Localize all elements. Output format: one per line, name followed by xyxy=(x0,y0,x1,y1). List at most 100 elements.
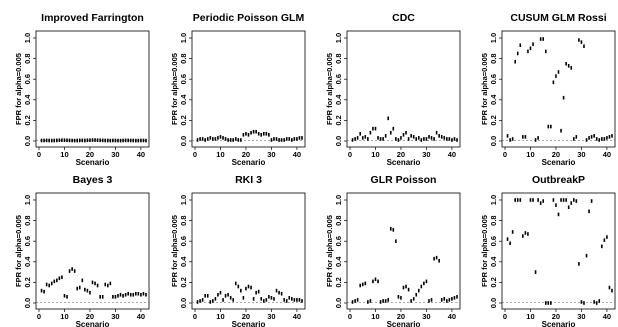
data-point xyxy=(374,277,377,282)
x-tick-label: 20 xyxy=(397,150,405,159)
data-point xyxy=(219,135,222,139)
data-point xyxy=(117,293,119,298)
plot-frame xyxy=(191,30,306,148)
data-point xyxy=(109,138,112,143)
data-point xyxy=(356,136,359,140)
panel-title: GLR Poisson xyxy=(371,174,437,186)
data-point xyxy=(555,203,557,207)
data-point xyxy=(382,299,384,303)
data-point xyxy=(291,138,293,142)
data-point xyxy=(291,297,293,301)
data-point xyxy=(392,228,395,232)
data-point xyxy=(603,238,606,242)
data-point xyxy=(552,198,555,202)
data-point xyxy=(537,198,539,202)
data-point xyxy=(544,301,547,305)
data-point xyxy=(514,59,516,64)
data-point xyxy=(114,295,117,299)
x-axis-label: Scenario xyxy=(76,320,110,327)
y-tick-label: 1.0 xyxy=(179,33,188,43)
data-point xyxy=(509,138,511,142)
data-point xyxy=(425,279,428,284)
x-tick-label: 30 xyxy=(577,312,585,321)
data-point xyxy=(257,289,260,294)
panel-4: CUSUM GLM Rossi 0.0 0.2 0.4 0.6 0.8 1.0 0 10 20 30… xyxy=(480,12,616,167)
data-point xyxy=(229,138,232,142)
data-point xyxy=(214,297,217,301)
data-point xyxy=(40,288,43,293)
data-point xyxy=(354,137,356,141)
data-point xyxy=(451,297,453,301)
data-point xyxy=(407,137,410,141)
data-point xyxy=(511,137,514,141)
data-point xyxy=(412,135,415,139)
data-point xyxy=(400,136,402,140)
data-point xyxy=(119,292,122,297)
data-point xyxy=(196,300,199,304)
data-point xyxy=(40,138,43,143)
data-point xyxy=(583,301,585,305)
data-point xyxy=(456,295,458,299)
data-point xyxy=(606,136,608,140)
y-tick-label: 0.2 xyxy=(489,277,498,287)
data-point xyxy=(242,296,245,300)
x-tick-label: 0 xyxy=(348,312,352,321)
data-point xyxy=(96,283,99,288)
data-point xyxy=(106,138,109,143)
data-point xyxy=(595,301,598,305)
y-tick-label: 0.0 xyxy=(489,298,498,308)
data-point xyxy=(270,138,273,142)
data-point xyxy=(206,293,209,298)
data-point xyxy=(301,299,303,303)
data-point xyxy=(392,126,395,131)
data-point xyxy=(257,131,260,136)
data-point xyxy=(575,199,578,203)
data-point xyxy=(379,300,382,304)
data-point xyxy=(63,293,66,298)
data-point xyxy=(222,136,224,140)
data-point xyxy=(572,198,575,202)
data-point xyxy=(570,201,573,205)
data-point xyxy=(209,136,212,140)
data-point xyxy=(514,198,516,202)
data-point xyxy=(234,137,237,141)
data-point xyxy=(129,292,132,297)
data-point xyxy=(430,136,433,140)
data-point xyxy=(601,137,603,141)
data-point xyxy=(76,138,79,143)
y-tick-label: 0.4 xyxy=(179,256,188,267)
x-tick-label: 20 xyxy=(242,150,250,159)
data-point xyxy=(247,284,250,289)
panel-title: Improved Farrington xyxy=(41,12,144,24)
y-tick-label: 0.4 xyxy=(23,94,32,105)
data-point xyxy=(142,291,145,296)
data-point xyxy=(588,209,590,214)
data-point xyxy=(562,198,565,202)
y-tick-label: 1.0 xyxy=(489,33,498,43)
x-tick-label: 40 xyxy=(448,150,456,159)
data-point xyxy=(402,133,405,137)
data-point xyxy=(132,138,135,143)
x-tick-label: 10 xyxy=(526,312,534,321)
x-tick-label: 10 xyxy=(371,150,379,159)
data-point xyxy=(372,126,374,131)
data-point xyxy=(127,138,129,143)
data-point xyxy=(109,281,112,286)
data-point xyxy=(435,255,438,260)
data-point xyxy=(232,298,235,302)
y-axis-label: FPR for alpha=0.005 xyxy=(14,53,23,125)
data-point xyxy=(53,279,56,284)
data-point xyxy=(580,300,583,304)
data-point xyxy=(430,298,433,302)
data-point xyxy=(86,138,89,143)
data-point xyxy=(372,279,374,284)
y-tick-label: 0.2 xyxy=(179,277,188,287)
data-point xyxy=(137,291,140,296)
data-point xyxy=(247,133,250,137)
x-tick-label: 10 xyxy=(60,150,68,159)
panel-3: CDC 0.0 0.2 0.4 0.6 0.8 1.0 0 10 20 30 40 Scenario FP… xyxy=(325,12,461,167)
data-point xyxy=(229,296,232,300)
panel-title: OutbreakP xyxy=(532,174,585,186)
data-point xyxy=(511,230,514,234)
y-tick-label: 0.0 xyxy=(23,298,32,308)
